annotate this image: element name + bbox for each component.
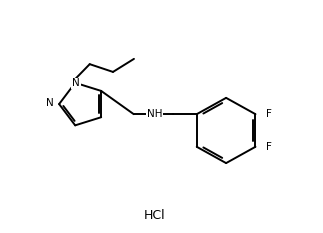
- Text: N: N: [72, 79, 80, 88]
- Text: F: F: [266, 142, 272, 152]
- Text: HCl: HCl: [144, 209, 166, 223]
- Text: NH: NH: [147, 109, 162, 119]
- Text: F: F: [266, 109, 272, 119]
- Text: N: N: [46, 98, 54, 107]
